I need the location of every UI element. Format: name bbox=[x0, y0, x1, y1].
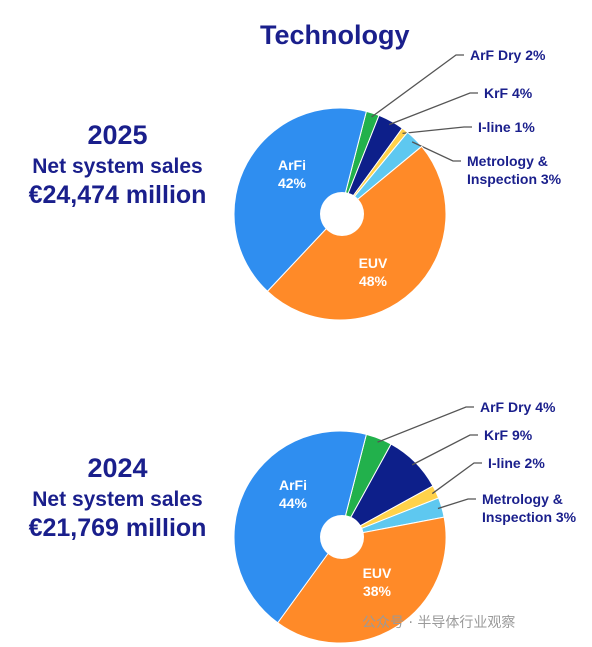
slice-label: KrF 4% bbox=[484, 85, 533, 101]
leader-line bbox=[431, 462, 482, 495]
leader-line bbox=[388, 92, 478, 126]
slice-label: Metrology & bbox=[467, 153, 548, 169]
pie-slice-arfi bbox=[233, 107, 367, 292]
pie-slice-euv bbox=[276, 516, 447, 644]
slice-value: 42% bbox=[278, 175, 307, 191]
watermark-text: 公众号 · 半导体行业观察 bbox=[362, 615, 516, 631]
sales-amount: €21,769 million bbox=[28, 514, 207, 542]
chart-title: Technology bbox=[260, 20, 410, 50]
sales-label: Net system sales bbox=[32, 155, 203, 178]
slice-value: 38% bbox=[363, 583, 392, 599]
slice-label: I-line 1% bbox=[478, 119, 535, 135]
donut-hole bbox=[320, 515, 364, 559]
slice-value: 44% bbox=[279, 495, 308, 511]
sales-label: Net system sales bbox=[32, 488, 203, 511]
slice-label-line2: Inspection 3% bbox=[467, 171, 562, 187]
slice-label: EUV bbox=[363, 565, 392, 581]
year-label: 2024 bbox=[87, 453, 148, 483]
leader-line bbox=[411, 141, 461, 162]
donut-hole bbox=[320, 192, 364, 236]
leader-line bbox=[371, 54, 464, 118]
year-label: 2025 bbox=[87, 120, 148, 150]
slice-label: KrF 9% bbox=[484, 427, 533, 443]
leader-line bbox=[411, 434, 478, 466]
slice-label: EUV bbox=[359, 255, 388, 271]
leader-line bbox=[402, 126, 472, 135]
slice-label: ArFi bbox=[278, 157, 306, 173]
summary-2025: 2025 Net system sales €24,474 million bbox=[0, 120, 235, 210]
slice-label: I-line 2% bbox=[488, 455, 545, 471]
slice-value: 48% bbox=[359, 273, 388, 289]
pie-slice-euv bbox=[266, 145, 447, 321]
pie-slice-arfi bbox=[233, 430, 367, 624]
slice-label: ArF Dry 2% bbox=[470, 47, 546, 63]
slice-label: ArF Dry 4% bbox=[480, 399, 556, 415]
leader-line bbox=[377, 406, 474, 443]
sales-amount: €24,474 million bbox=[28, 181, 207, 209]
slice-label: ArFi bbox=[279, 477, 307, 493]
leader-line bbox=[437, 498, 476, 510]
summary-2024: 2024 Net system sales €21,769 million bbox=[0, 453, 235, 543]
slice-label-line2: Inspection 3% bbox=[482, 509, 577, 525]
slice-label: Metrology & bbox=[482, 491, 563, 507]
